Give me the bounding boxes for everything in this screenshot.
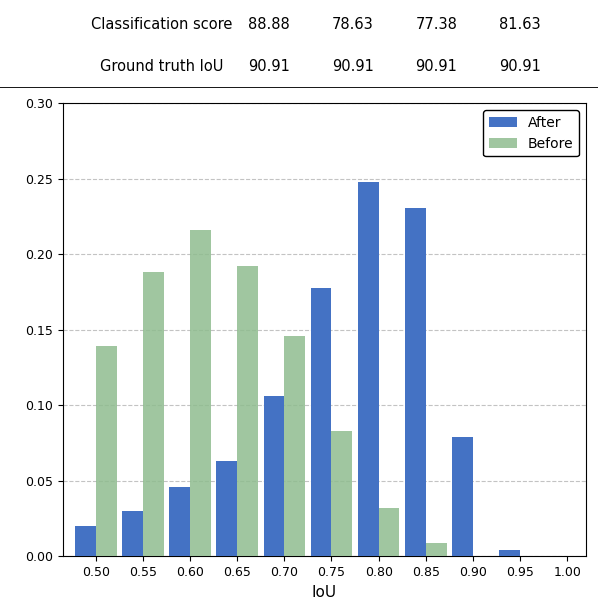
Bar — [311, 288, 331, 556]
Bar — [216, 461, 237, 556]
Bar — [452, 437, 473, 556]
Bar — [499, 550, 520, 556]
Bar — [405, 207, 426, 556]
Bar — [379, 508, 399, 556]
Bar — [426, 543, 447, 556]
Bar — [264, 396, 284, 556]
Bar — [284, 336, 305, 556]
Text: 90.91: 90.91 — [499, 58, 541, 74]
Bar — [358, 182, 379, 556]
Bar — [169, 487, 190, 556]
Bar — [143, 272, 164, 556]
Bar — [190, 230, 211, 556]
Bar — [75, 526, 96, 556]
Text: 90.91: 90.91 — [416, 58, 457, 74]
Text: 90.91: 90.91 — [248, 58, 290, 74]
Bar — [237, 266, 258, 556]
Text: Ground truth IoU: Ground truth IoU — [100, 58, 223, 74]
Bar — [96, 347, 117, 556]
Legend: After, Before: After, Before — [483, 110, 579, 156]
Text: Classification score: Classification score — [91, 17, 232, 32]
Text: 88.88: 88.88 — [248, 17, 290, 32]
Text: 77.38: 77.38 — [416, 17, 457, 32]
Text: 81.63: 81.63 — [499, 17, 541, 32]
Text: 78.63: 78.63 — [332, 17, 374, 32]
Text: 90.91: 90.91 — [332, 58, 374, 74]
Bar — [331, 431, 352, 556]
Bar — [122, 511, 143, 556]
X-axis label: IoU: IoU — [312, 585, 337, 599]
